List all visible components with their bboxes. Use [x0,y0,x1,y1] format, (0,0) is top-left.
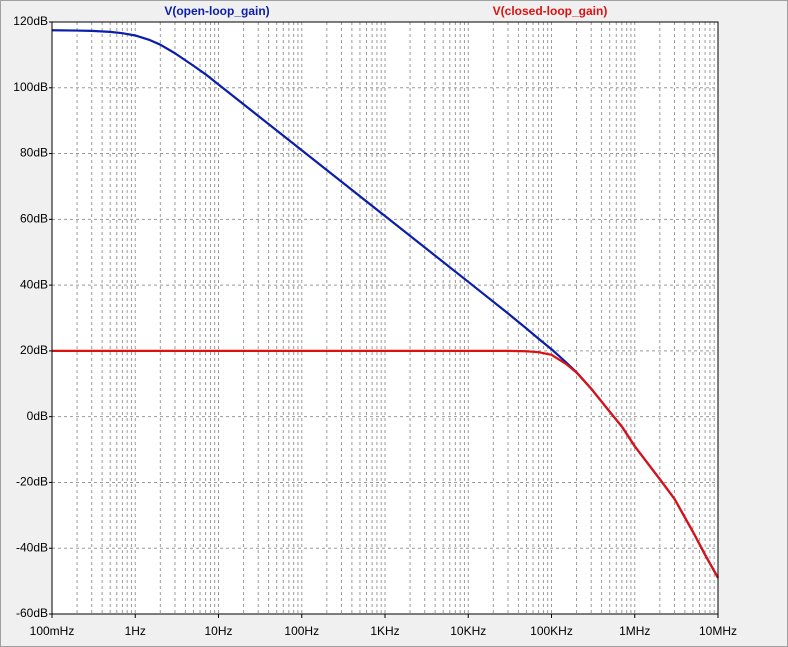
y-tick-label: 60dB [20,212,48,226]
x-tick-label: 10KHz [450,624,486,638]
x-tick-label: 10Hz [204,624,232,638]
y-tick-label: 120dB [13,14,48,28]
x-tick-label: 1Hz [125,624,146,638]
y-tick-label: 0dB [27,409,48,423]
x-tick-label: 10MHz [699,624,737,638]
x-tick-label: 1KHz [370,624,399,638]
x-tick-label: 100mHz [30,624,75,638]
legend-entry: V(closed-loop_gain) [493,4,608,18]
x-tick-label: 100Hz [284,624,319,638]
y-tick-label: -60dB [16,606,48,620]
legend-entry: V(open-loop_gain) [164,4,269,18]
y-tick-label: 100dB [13,80,48,94]
y-tick-label: 80dB [20,146,48,160]
x-tick-label: 1MHz [619,624,650,638]
y-tick-label: -40dB [16,540,48,554]
series-line [52,349,719,579]
x-tick-label: 100KHz [530,624,573,638]
y-tick-label: 40dB [20,277,48,291]
y-tick-label: 20dB [20,343,48,357]
marks [51,29,719,579]
y-tick-label: -20dB [16,475,48,489]
